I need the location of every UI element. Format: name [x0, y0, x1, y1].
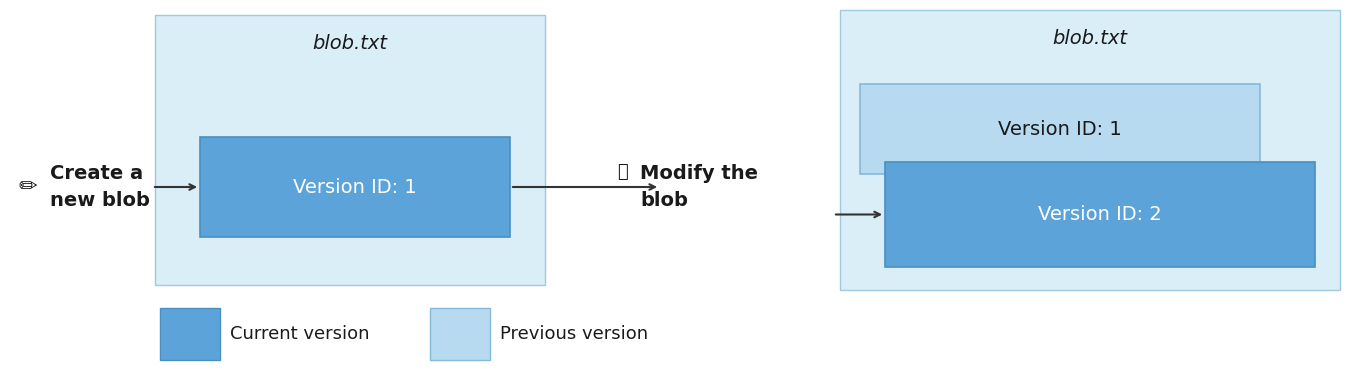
Text: 🔧: 🔧: [617, 163, 628, 181]
Text: Create a
new blob: Create a new blob: [50, 164, 150, 210]
Text: Modify the
blob: Modify the blob: [640, 164, 757, 210]
Text: blob.txt: blob.txt: [1053, 29, 1127, 47]
FancyBboxPatch shape: [886, 162, 1315, 267]
FancyBboxPatch shape: [155, 15, 545, 285]
FancyBboxPatch shape: [860, 84, 1260, 174]
Text: Version ID: 1: Version ID: 1: [293, 178, 417, 196]
FancyBboxPatch shape: [840, 10, 1341, 290]
Text: blob.txt: blob.txt: [312, 33, 387, 53]
FancyBboxPatch shape: [200, 137, 510, 237]
FancyBboxPatch shape: [431, 308, 490, 360]
Text: ✏: ✏: [19, 177, 38, 197]
FancyBboxPatch shape: [161, 308, 220, 360]
Text: Previous version: Previous version: [500, 325, 648, 343]
Text: Current version: Current version: [230, 325, 370, 343]
Text: Version ID: 1: Version ID: 1: [998, 120, 1122, 138]
Text: Version ID: 2: Version ID: 2: [1038, 205, 1162, 224]
